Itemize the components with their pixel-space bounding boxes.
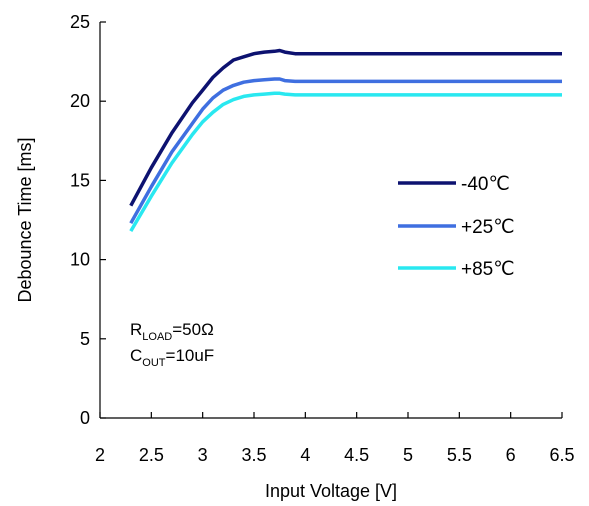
y-tick-label: 15 bbox=[70, 170, 90, 190]
y-tick-label: 0 bbox=[80, 408, 90, 428]
y-tick-label: 20 bbox=[70, 91, 90, 111]
series-line bbox=[129, 48, 562, 207]
y-axis-title: Debounce Time [ms] bbox=[15, 137, 35, 302]
x-axis-title: Input Voltage [V] bbox=[265, 481, 397, 501]
load-resistance-subscript: LOAD bbox=[142, 331, 172, 343]
x-tick-label: 3.5 bbox=[241, 445, 266, 465]
series-line bbox=[129, 91, 562, 232]
load-resistance-note: RLOAD=50Ω bbox=[130, 320, 214, 343]
series-lines bbox=[129, 48, 562, 232]
load-resistance-value: =50Ω bbox=[172, 320, 214, 339]
x-tick-label: 2.5 bbox=[139, 445, 164, 465]
legend-label: -40℃ bbox=[461, 174, 510, 195]
x-tick-label: 5.5 bbox=[447, 445, 472, 465]
output-capacitance-symbol: C bbox=[130, 346, 142, 365]
y-axis-ticks: 0 5 10 15 20 25 bbox=[70, 12, 106, 428]
x-tick-label: 6.5 bbox=[549, 445, 574, 465]
output-capacitance-note: COUT=10uF bbox=[130, 346, 214, 369]
output-capacitance-value: =10uF bbox=[166, 346, 215, 365]
x-tick-label: 5 bbox=[403, 445, 413, 465]
series-line bbox=[129, 77, 562, 225]
x-axis-ticks: 2 2.5 3 3.5 4 4.5 5 5.5 6 6.5 bbox=[95, 412, 575, 465]
legend: -40℃ +25℃ +85℃ bbox=[398, 174, 515, 280]
x-tick-label: 4.5 bbox=[344, 445, 369, 465]
load-resistance-symbol: R bbox=[130, 320, 142, 339]
y-tick-label: 10 bbox=[70, 250, 90, 270]
y-tick-label: 5 bbox=[80, 329, 90, 349]
y-tick-label: 25 bbox=[70, 12, 90, 32]
legend-label: +85℃ bbox=[461, 259, 515, 280]
x-tick-label: 4 bbox=[300, 445, 310, 465]
output-capacitance-subscript: OUT bbox=[142, 357, 166, 369]
legend-label: +25℃ bbox=[461, 217, 515, 238]
x-tick-label: 2 bbox=[95, 445, 105, 465]
x-tick-label: 3 bbox=[198, 445, 208, 465]
x-tick-label: 6 bbox=[506, 445, 516, 465]
